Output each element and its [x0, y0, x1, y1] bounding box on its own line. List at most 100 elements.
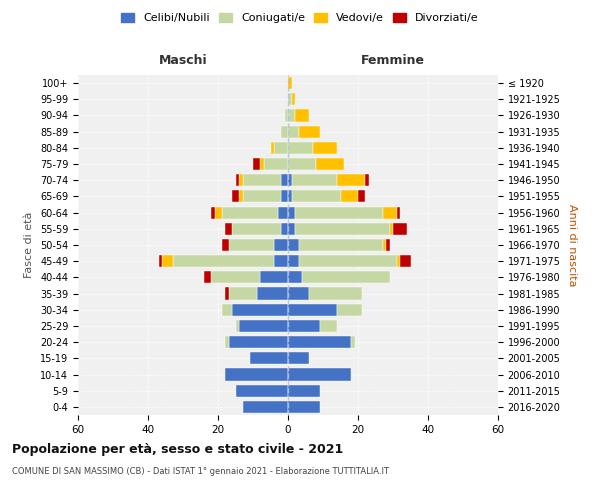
- Bar: [341, 190, 358, 202]
- Bar: [302, 272, 389, 283]
- Bar: [215, 206, 221, 218]
- Bar: [158, 255, 162, 268]
- Bar: [288, 239, 299, 251]
- Bar: [221, 239, 229, 251]
- Bar: [288, 384, 320, 397]
- Bar: [295, 110, 309, 122]
- Bar: [400, 255, 410, 268]
- Bar: [288, 288, 309, 300]
- Bar: [211, 206, 215, 218]
- Bar: [250, 352, 288, 364]
- Bar: [337, 174, 365, 186]
- Bar: [288, 336, 351, 348]
- Y-axis label: Anni di nascita: Anni di nascita: [567, 204, 577, 286]
- Bar: [299, 255, 397, 268]
- Text: COMUNE DI SAN MASSIMO (CB) - Dati ISTAT 1° gennaio 2021 - Elaborazione TUTTITALI: COMUNE DI SAN MASSIMO (CB) - Dati ISTAT …: [12, 468, 389, 476]
- Bar: [288, 272, 302, 283]
- Bar: [257, 288, 288, 300]
- Bar: [235, 384, 288, 397]
- Bar: [358, 190, 365, 202]
- Bar: [288, 190, 292, 202]
- Bar: [260, 158, 263, 170]
- Bar: [235, 320, 239, 332]
- Bar: [397, 255, 400, 268]
- Bar: [274, 142, 288, 154]
- Bar: [274, 255, 288, 268]
- Bar: [292, 174, 337, 186]
- Bar: [288, 77, 292, 89]
- Bar: [389, 222, 393, 235]
- Bar: [221, 304, 232, 316]
- Bar: [260, 272, 288, 283]
- Bar: [284, 110, 288, 122]
- Bar: [288, 255, 299, 268]
- Bar: [397, 206, 400, 218]
- Bar: [393, 222, 407, 235]
- Bar: [383, 239, 386, 251]
- Bar: [242, 174, 281, 186]
- Bar: [288, 320, 320, 332]
- Bar: [239, 174, 242, 186]
- Bar: [239, 320, 288, 332]
- Bar: [288, 368, 351, 380]
- Bar: [288, 304, 337, 316]
- Bar: [295, 222, 389, 235]
- Bar: [229, 288, 257, 300]
- Bar: [288, 206, 295, 218]
- Bar: [253, 158, 260, 170]
- Bar: [242, 401, 288, 413]
- Bar: [383, 206, 397, 218]
- Bar: [288, 352, 309, 364]
- Bar: [288, 401, 320, 413]
- Bar: [173, 255, 274, 268]
- Bar: [232, 190, 239, 202]
- Bar: [239, 190, 242, 202]
- Bar: [313, 142, 337, 154]
- Bar: [277, 206, 288, 218]
- Bar: [162, 255, 173, 268]
- Bar: [242, 190, 281, 202]
- Bar: [386, 239, 389, 251]
- Bar: [288, 142, 313, 154]
- Bar: [281, 222, 288, 235]
- Bar: [316, 158, 344, 170]
- Bar: [320, 320, 337, 332]
- Bar: [288, 110, 295, 122]
- Bar: [221, 206, 277, 218]
- Bar: [274, 239, 288, 251]
- Bar: [288, 158, 316, 170]
- Text: Maschi: Maschi: [158, 54, 208, 67]
- Bar: [281, 190, 288, 202]
- Bar: [365, 174, 368, 186]
- Bar: [288, 222, 295, 235]
- Bar: [288, 174, 292, 186]
- Bar: [229, 239, 274, 251]
- Bar: [271, 142, 274, 154]
- Bar: [225, 222, 232, 235]
- Bar: [299, 126, 320, 138]
- Bar: [295, 206, 383, 218]
- Legend: Celibi/Nubili, Coniugati/e, Vedovi/e, Divorziati/e: Celibi/Nubili, Coniugati/e, Vedovi/e, Di…: [117, 8, 483, 28]
- Bar: [281, 174, 288, 186]
- Bar: [235, 174, 239, 186]
- Bar: [229, 336, 288, 348]
- Bar: [299, 239, 383, 251]
- Bar: [292, 93, 295, 106]
- Text: Popolazione per età, sesso e stato civile - 2021: Popolazione per età, sesso e stato civil…: [12, 442, 343, 456]
- Bar: [232, 304, 288, 316]
- Bar: [281, 126, 288, 138]
- Y-axis label: Fasce di età: Fasce di età: [25, 212, 34, 278]
- Bar: [225, 368, 288, 380]
- Bar: [225, 288, 229, 300]
- Bar: [232, 222, 281, 235]
- Bar: [337, 304, 361, 316]
- Bar: [288, 93, 292, 106]
- Bar: [309, 288, 361, 300]
- Bar: [351, 336, 355, 348]
- Bar: [263, 158, 288, 170]
- Bar: [292, 190, 341, 202]
- Bar: [204, 272, 211, 283]
- Text: Femmine: Femmine: [361, 54, 425, 67]
- Bar: [288, 126, 299, 138]
- Bar: [225, 336, 229, 348]
